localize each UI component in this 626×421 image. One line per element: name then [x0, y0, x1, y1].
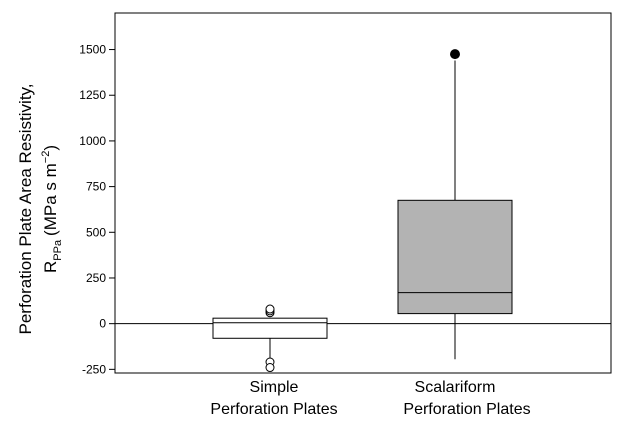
y-tick-label: 1500 [79, 43, 106, 57]
outlier-point [451, 50, 460, 59]
plot-area [115, 13, 611, 373]
category-label-line2: Perforation Plates [210, 401, 337, 418]
y-axis-ticks: -250 0 250 500 750 1000 1250 1500 [79, 43, 115, 377]
y-tick-label: 1000 [79, 134, 106, 148]
y-axis-title-line1: Perforation Plate Area Resistivity, [16, 83, 35, 334]
box-scalariform [398, 50, 512, 360]
category-label-line2: Perforation Plates [403, 401, 530, 418]
plot-frame [115, 13, 611, 373]
y-axis-units-suffix: ) [41, 145, 60, 151]
category-label-line1: Simple [250, 379, 299, 396]
y-tick-label: 1250 [79, 88, 106, 102]
interquartile-box [213, 318, 327, 338]
y-axis-units-exponent: −2 [40, 151, 52, 164]
category-labels: Simple Perforation Plates Scalariform Perfo… [210, 379, 530, 418]
y-axis-title: Perforation Plate Area Resistivity, RPPa… [16, 83, 64, 334]
box-simple [213, 305, 327, 371]
y-axis-symbol: R [41, 261, 60, 273]
y-tick-label: 250 [86, 271, 106, 285]
y-axis-title-line2: RPPa (MPa s m−2) [40, 145, 64, 273]
y-axis-units-prefix: (MPa s m [41, 163, 60, 236]
outlier-point [266, 305, 274, 313]
category-label-line1: Scalariform [415, 379, 496, 396]
interquartile-box [398, 200, 512, 313]
outlier-point [266, 364, 274, 372]
y-tick-label: 500 [86, 225, 106, 239]
y-tick-label: 750 [86, 180, 106, 194]
y-tick-label: 0 [99, 317, 106, 331]
y-tick-label: -250 [82, 362, 106, 376]
y-axis-symbol-subscript: PPa [52, 239, 64, 261]
